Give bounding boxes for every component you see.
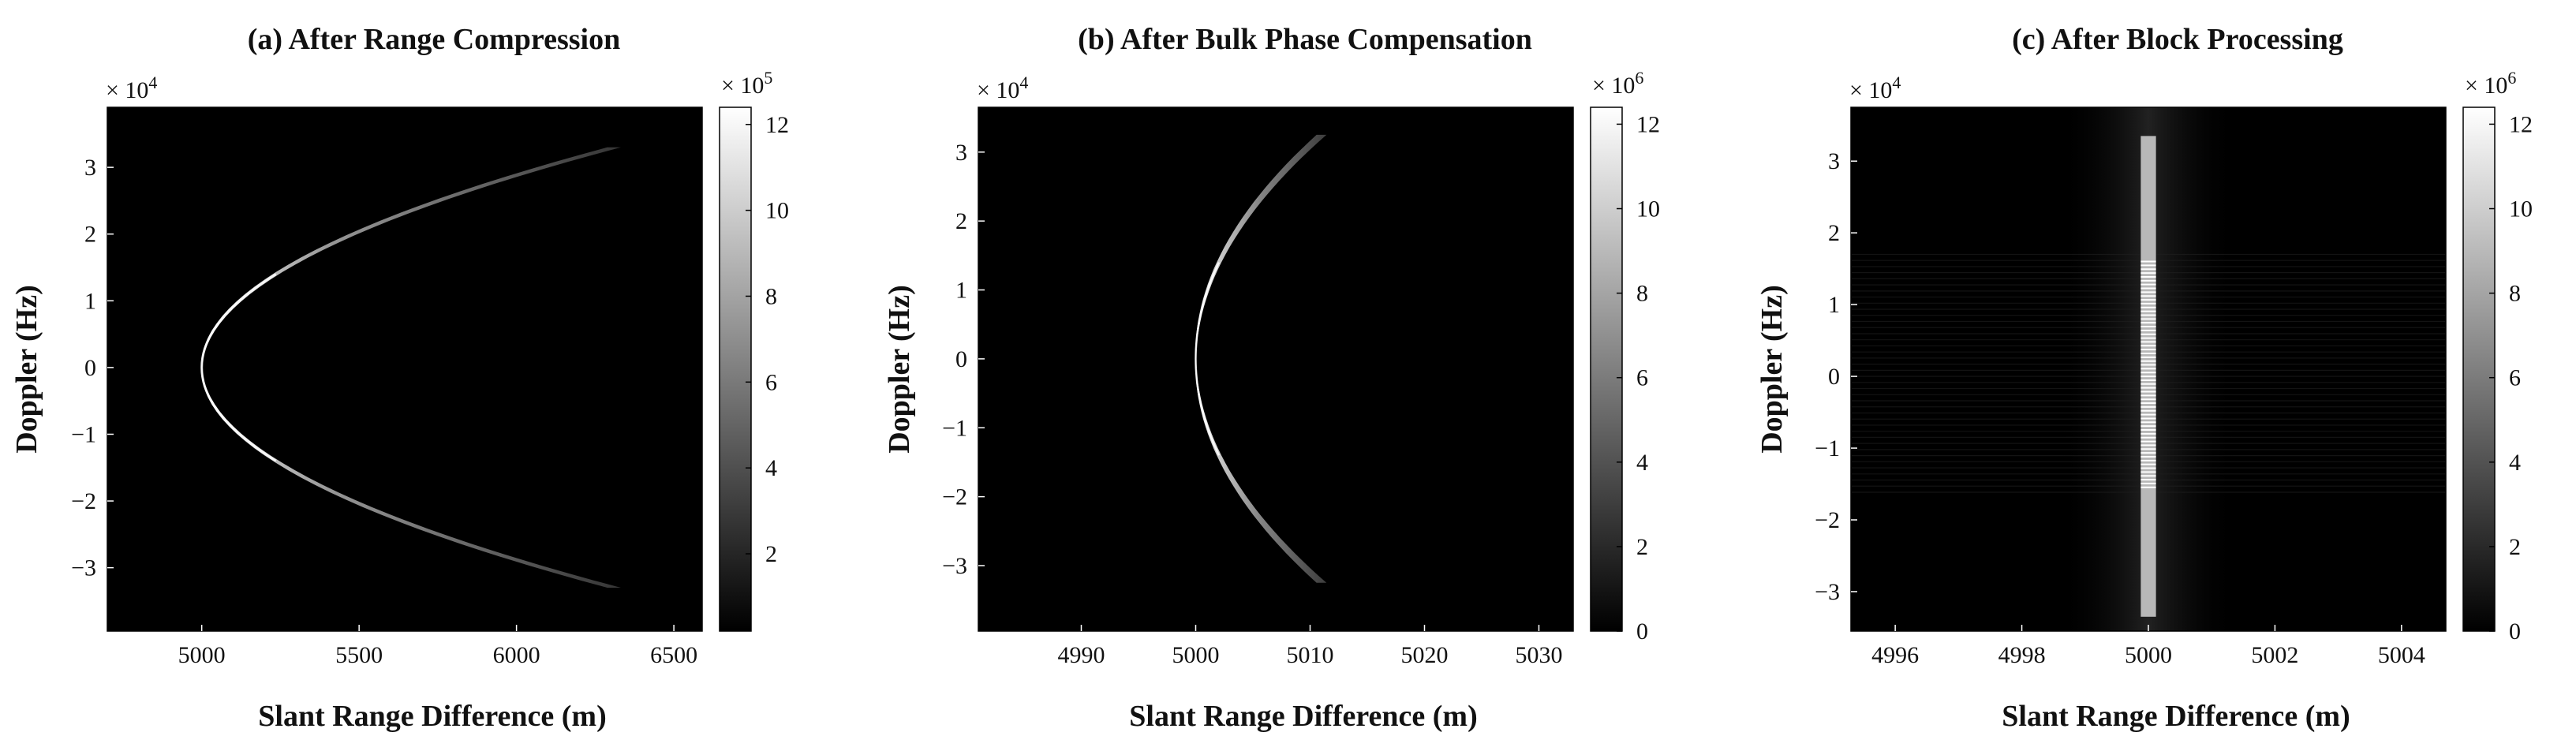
y-tick-label: 0 xyxy=(1828,364,1840,390)
y-tick-label: −3 xyxy=(71,555,96,581)
colorbar-tick-label: 8 xyxy=(765,283,777,309)
y-axis-multiplier: × 104 xyxy=(106,73,157,103)
x-tick-label: 4996 xyxy=(1871,642,1919,668)
chart-title: (c) After Block Processing xyxy=(2012,23,2343,56)
colorbar-tick-label: 2 xyxy=(2509,534,2521,560)
colorbar-frame xyxy=(1590,106,1623,632)
plot-area xyxy=(978,107,1573,631)
x-tick-label: 5000 xyxy=(178,642,226,668)
y-axis-multiplier-exponent: 4 xyxy=(1019,73,1028,92)
y-axis-multiplier-exponent: 4 xyxy=(1892,73,1901,92)
y-tick-label: 3 xyxy=(84,155,96,181)
chart-title: (a) After Range Compression xyxy=(248,23,621,56)
trace-group xyxy=(1851,107,2446,631)
colorbar-tick-label: 6 xyxy=(2509,365,2521,391)
migration-trace xyxy=(1195,134,1327,583)
colorbar-tick-label: 10 xyxy=(2509,196,2533,222)
colorbar-tick-label: 2 xyxy=(765,541,777,567)
colorbar-multiplier-exponent: 6 xyxy=(2507,68,2516,88)
colorbar-tick-label: 4 xyxy=(1636,450,1648,476)
colorbar-tick-label: 12 xyxy=(765,112,789,138)
migration-trace xyxy=(201,147,621,588)
colorbar-tick-label: 12 xyxy=(1636,111,1660,137)
x-axis-label: Slant Range Difference (m) xyxy=(1129,700,1477,733)
x-tick-label: 6500 xyxy=(650,642,697,668)
migration-trace-core xyxy=(200,273,277,462)
plot-frame xyxy=(978,106,1574,632)
plot-frame xyxy=(107,106,703,632)
x-tick-label: 5020 xyxy=(1401,642,1449,668)
x-tick-label: 5010 xyxy=(1287,642,1334,668)
colorbar-multiplier-exponent: 6 xyxy=(1635,68,1643,88)
y-tick-label: −2 xyxy=(942,484,967,510)
colorbar-tick-label: 4 xyxy=(2509,450,2521,476)
y-tick-label: 0 xyxy=(955,346,967,372)
y-tick-label: 3 xyxy=(955,140,967,166)
x-axis-label: Slant Range Difference (m) xyxy=(2002,700,2350,733)
x-tick-label: 4990 xyxy=(1058,642,1105,668)
colorbar-multiplier: × 106 xyxy=(1592,68,1643,99)
colorbar xyxy=(720,107,751,631)
colorbar-multiplier: × 106 xyxy=(2465,68,2516,99)
y-tick-label: −1 xyxy=(71,421,96,447)
y-tick-label: 3 xyxy=(1828,148,1840,174)
colorbar-tick-label: 2 xyxy=(1636,534,1648,560)
x-tick-label: 4998 xyxy=(1998,642,2046,668)
y-axis-label: Doppler (Hz) xyxy=(1755,285,1789,454)
y-tick-label: −1 xyxy=(1815,435,1840,461)
colorbar-tick-label: 4 xyxy=(765,455,777,481)
migration-trace-core xyxy=(1195,262,1221,456)
y-tick-label: 2 xyxy=(1828,220,1840,246)
colorbar-multiplier: × 105 xyxy=(721,68,772,99)
y-tick-label: 2 xyxy=(955,208,967,234)
y-tick-label: 0 xyxy=(84,355,96,381)
y-tick-label: −3 xyxy=(942,553,967,579)
y-tick-label: −2 xyxy=(71,488,96,514)
y-axis-multiplier: × 104 xyxy=(1849,73,1901,103)
x-tick-label: 5004 xyxy=(2378,642,2425,668)
x-tick-label: 5000 xyxy=(1172,642,1220,668)
colorbar-tick-label: 0 xyxy=(2509,618,2521,645)
y-tick-label: 2 xyxy=(84,222,96,248)
x-tick-label: 6000 xyxy=(493,642,540,668)
y-axis-label: Doppler (Hz) xyxy=(10,285,43,454)
y-axis-label: Doppler (Hz) xyxy=(883,285,916,454)
colorbar-tick-label: 8 xyxy=(1636,281,1648,307)
y-tick-label: 1 xyxy=(955,278,967,304)
y-tick-label: −2 xyxy=(1815,507,1840,533)
y-axis-multiplier: × 104 xyxy=(977,73,1028,103)
colorbar xyxy=(1591,107,1622,631)
x-tick-label: 5002 xyxy=(2251,642,2298,668)
y-tick-label: 1 xyxy=(1828,292,1840,318)
colorbar-multiplier-exponent: 5 xyxy=(764,68,772,88)
colorbar-frame xyxy=(719,106,752,632)
y-tick-label: −1 xyxy=(942,415,967,441)
y-axis-multiplier-exponent: 4 xyxy=(148,73,157,92)
trace-group xyxy=(1195,134,1327,583)
colorbar-frame xyxy=(2462,106,2496,632)
chart-title: (b) After Bulk Phase Compensation xyxy=(1078,23,1532,56)
colorbar-tick-label: 10 xyxy=(765,198,789,224)
colorbar-tick-label: 8 xyxy=(2509,281,2521,307)
colorbar-tick-label: 6 xyxy=(765,369,777,395)
trace-group xyxy=(200,147,621,588)
colorbar xyxy=(2463,107,2495,631)
x-tick-label: 5000 xyxy=(2125,642,2172,668)
colorbar-tick-label: 0 xyxy=(1636,618,1648,645)
x-axis-label: Slant Range Difference (m) xyxy=(258,700,606,733)
colorbar-tick-label: 12 xyxy=(2509,111,2533,137)
x-tick-label: 5500 xyxy=(335,642,383,668)
plot-area xyxy=(107,107,702,631)
colorbar-tick-label: 10 xyxy=(1636,196,1660,222)
y-tick-label: 1 xyxy=(84,288,96,314)
y-tick-label: −3 xyxy=(1815,579,1840,605)
x-tick-label: 5030 xyxy=(1516,642,1563,668)
colorbar-tick-label: 6 xyxy=(1636,365,1648,391)
